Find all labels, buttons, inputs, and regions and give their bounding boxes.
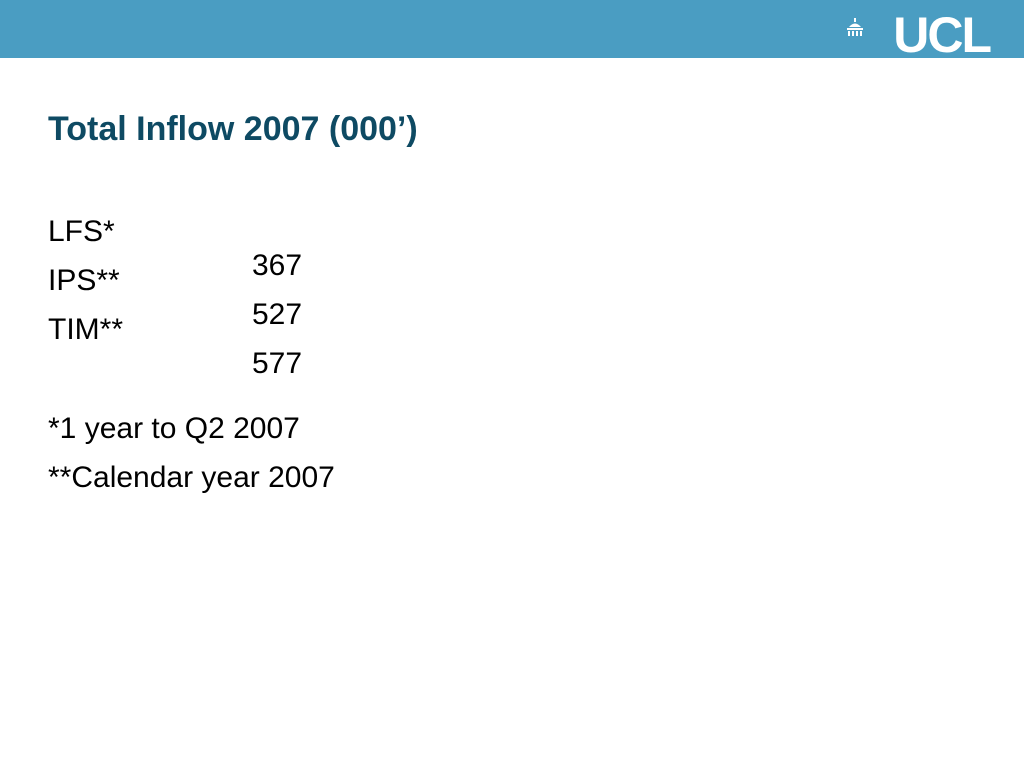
row-value: 367 xyxy=(252,249,303,282)
table-row: LFS* 367 xyxy=(48,215,302,282)
logo-icon xyxy=(847,18,863,36)
header-bar: UCL xyxy=(0,0,1024,63)
logo: UCL xyxy=(893,7,992,63)
title: Total Inflow 2007 (000’) xyxy=(48,110,418,148)
row-label: TIM** xyxy=(48,313,123,346)
row-value: 577 xyxy=(252,347,303,380)
row-label: IPS** xyxy=(48,264,120,297)
table-row: TIM** 577 xyxy=(48,313,302,380)
table-row: IPS** 527 xyxy=(48,264,302,331)
footnote: *1 year to Q2 2007 xyxy=(48,412,300,445)
footnote: **Calendar year 2007 xyxy=(48,461,335,494)
row-label: LFS* xyxy=(48,215,115,248)
row-value: 527 xyxy=(252,298,303,331)
